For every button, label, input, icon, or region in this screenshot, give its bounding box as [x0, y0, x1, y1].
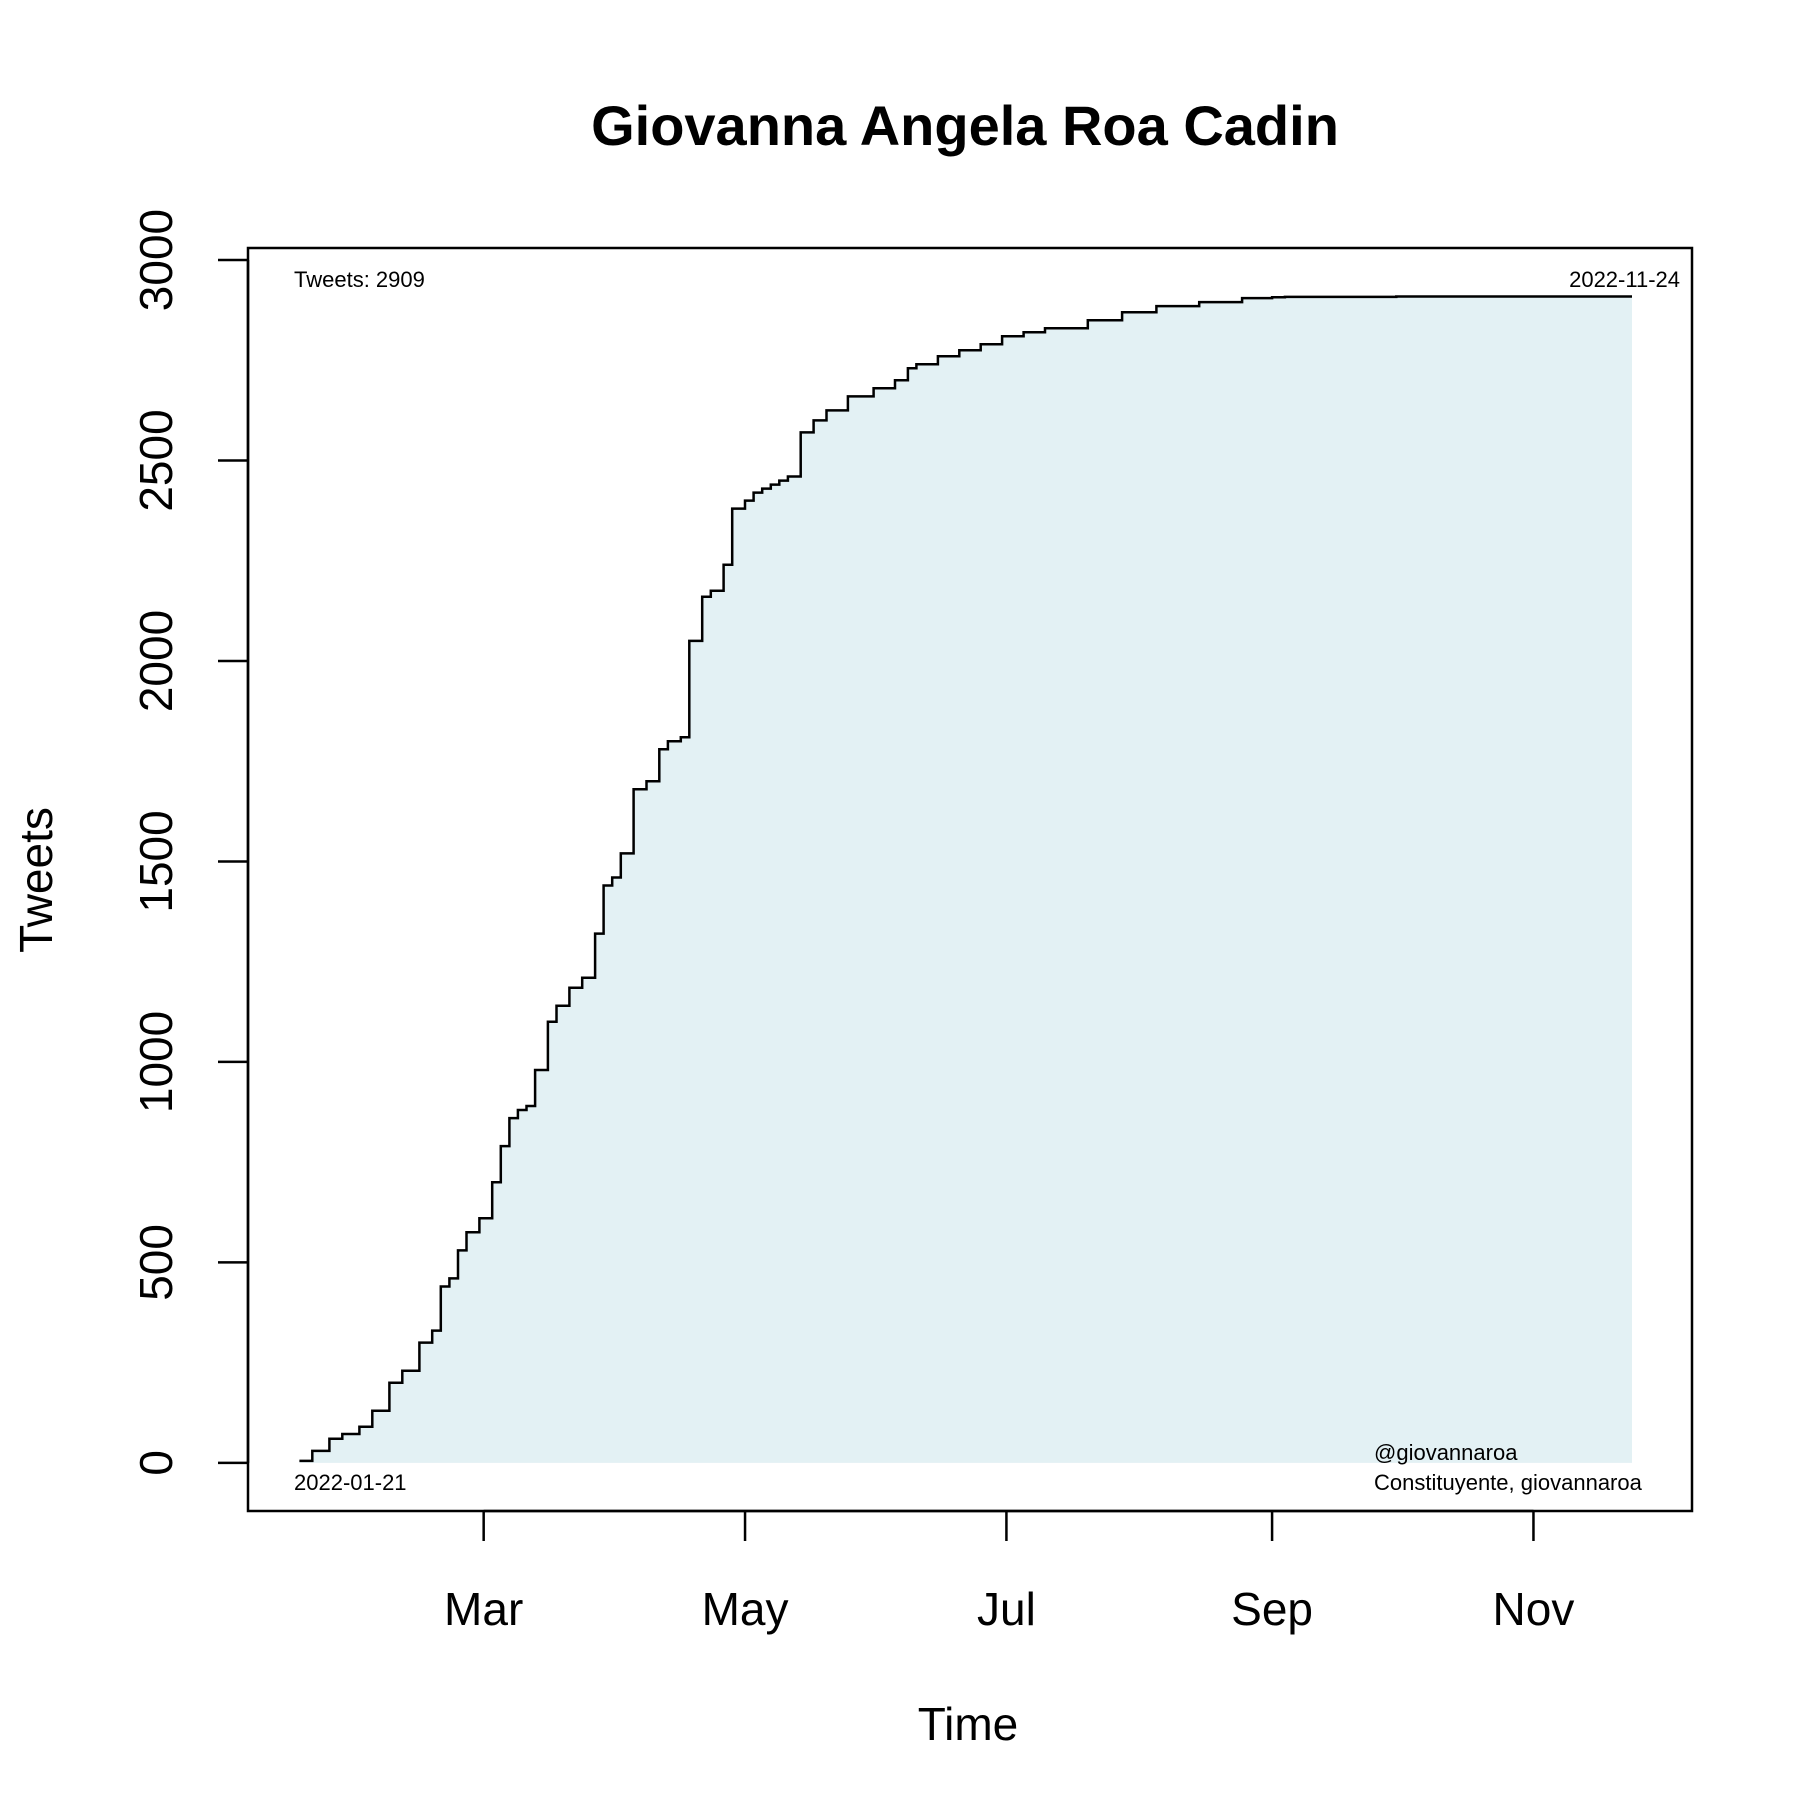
plot-area	[299, 295, 1632, 1463]
x-axis-label: Time	[918, 1698, 1019, 1750]
annotation-start-date: 2022-01-21	[294, 1470, 407, 1495]
y-tick-label: 3000	[130, 209, 182, 311]
y-tick-label: 1000	[130, 1011, 182, 1113]
y-tick-label: 0	[130, 1450, 182, 1476]
chart-title: Giovanna Angela Roa Cadin	[591, 94, 1339, 157]
annotation-handle: @giovannaroa	[1374, 1440, 1518, 1465]
annotation-end-date: 2022-11-24	[1569, 267, 1680, 292]
cumulative-area-fill	[299, 296, 1632, 1463]
annotation-description: Constituyente, giovannaroa	[1374, 1470, 1643, 1495]
x-tick-label: Sep	[1231, 1583, 1313, 1635]
annotation-tweet-count: Tweets: 2909	[294, 267, 425, 292]
y-tick-label: 1500	[130, 810, 182, 912]
x-tick-label: Mar	[444, 1583, 523, 1635]
x-tick-label: Jul	[977, 1583, 1036, 1635]
x-axis: Mar May Jul Sep Nov	[444, 1509, 1575, 1635]
y-tick-label: 500	[130, 1224, 182, 1301]
cumulative-tweets-line	[299, 295, 1632, 1463]
y-tick-label: 2000	[130, 610, 182, 712]
y-axis-label: Tweets	[10, 807, 62, 953]
x-tick-label: Nov	[1493, 1583, 1575, 1635]
x-tick-label: May	[702, 1583, 789, 1635]
y-tick-label: 2500	[130, 409, 182, 511]
y-axis: 0 500 1000 1500 2000 2500 3000	[130, 209, 250, 1476]
